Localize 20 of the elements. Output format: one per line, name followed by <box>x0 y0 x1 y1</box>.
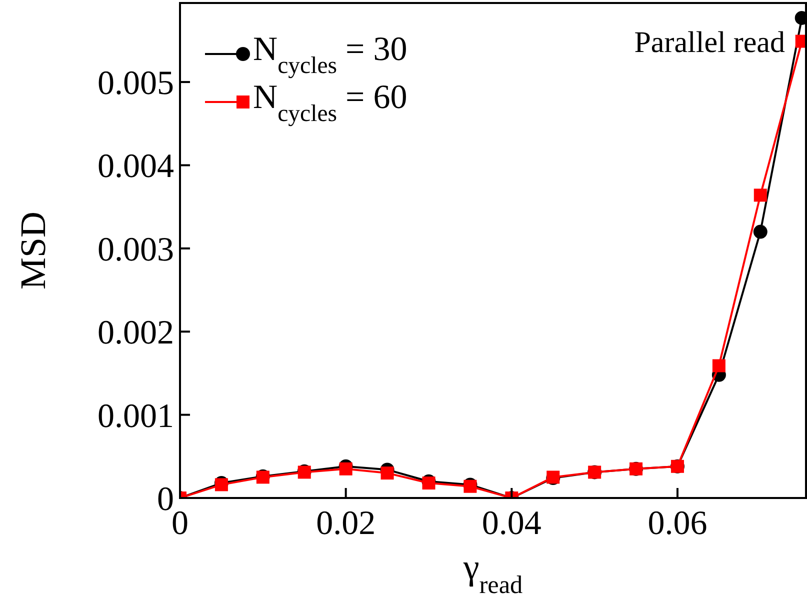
x-tick-label: 0.02 <box>316 505 376 542</box>
x-axis-title: γ$_{read}$ <box>462 547 524 598</box>
y-tick-label: 0.001 <box>98 398 174 435</box>
y-tick-label: 0.004 <box>98 148 174 186</box>
point <box>339 462 352 476</box>
point <box>754 188 767 202</box>
legend-label: N$_{cycles}$ = 30 <box>253 31 408 79</box>
y-tick-label: 0 <box>157 481 174 518</box>
legend-label: N$_{cycles}$ = 60 <box>253 79 408 127</box>
y-tick-label: 0.002 <box>98 314 174 352</box>
x-tick-label: 0.04 <box>482 505 542 542</box>
point <box>753 224 768 239</box>
x-tick-label: 0.06 <box>648 505 708 542</box>
y-tick-label: 0.003 <box>98 231 174 268</box>
y-tick-label: 0.005 <box>98 65 174 102</box>
y-axis-title: MSD <box>13 211 53 290</box>
annotation: Parallel read <box>634 26 785 59</box>
point <box>380 466 394 480</box>
point <box>712 359 726 372</box>
point <box>422 476 436 490</box>
